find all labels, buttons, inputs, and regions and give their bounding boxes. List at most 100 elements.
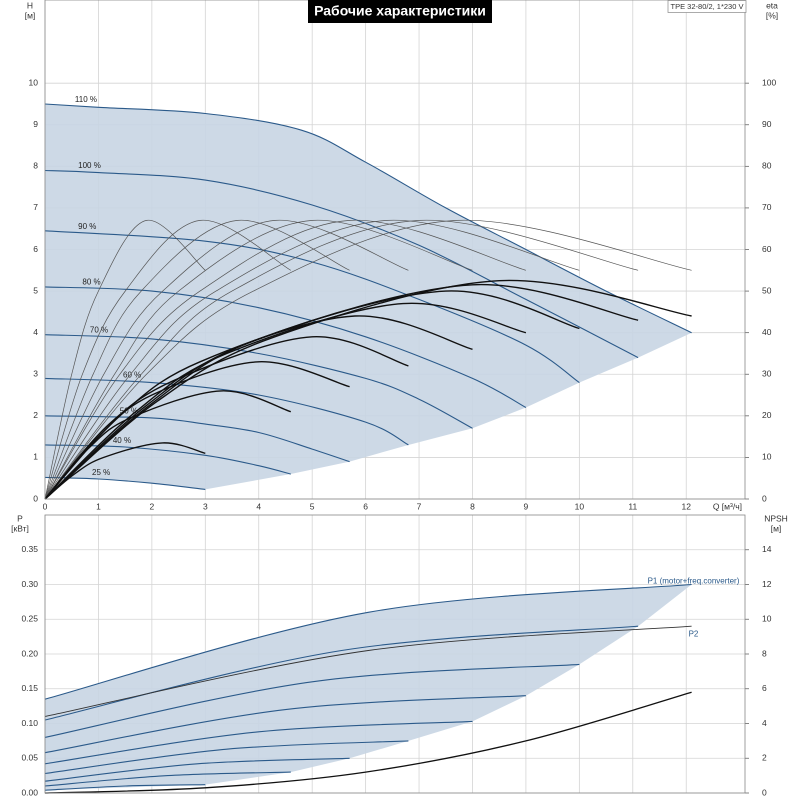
y2-tick-label: 40: [762, 327, 772, 337]
model-label: TPE 32-80/2, 1*230 V: [671, 2, 744, 11]
curve: [44, 740, 409, 775]
x-tick-label: 10: [575, 501, 585, 511]
y-axis-unit: [м]: [25, 10, 36, 20]
efficiency-curve: [44, 390, 292, 500]
speed-label: 90 %: [78, 222, 96, 231]
model-box: [667, 0, 747, 13]
y-axis-unit: [кВт]: [11, 523, 29, 533]
y2-tick-label: 8: [762, 648, 767, 658]
x-tick-label: 9: [524, 501, 529, 511]
y-tick-label: 0.10: [21, 718, 38, 728]
speed-label: 110 %: [75, 95, 97, 104]
x-tick-label: 3: [203, 501, 208, 511]
x-tick-label: 12: [681, 501, 691, 511]
curve: [44, 286, 527, 408]
y2-tick-label: 4: [762, 718, 767, 728]
y-axis-label: P: [17, 513, 23, 523]
x-tick-label: 6: [363, 501, 368, 511]
curve: [44, 169, 639, 359]
x-tick-label: 5: [310, 501, 315, 511]
plot-frame: [44, 0, 746, 500]
curve: [44, 334, 473, 429]
y-tick-label: 0.05: [21, 753, 38, 763]
y2-tick-label: 14: [762, 544, 772, 554]
y2-tick-label: 60: [762, 244, 772, 254]
series-label: P2: [689, 629, 699, 638]
y-tick-label: 4: [33, 327, 38, 337]
curve: [44, 757, 350, 782]
x-tick-label: 1: [96, 501, 101, 511]
y-tick-label: 0.00: [21, 787, 38, 797]
y2-tick-label: 6: [762, 683, 767, 693]
y2-tick-label: 2: [762, 753, 767, 763]
y2-axis-label: eta: [766, 0, 778, 10]
y2-tick-label: 90: [762, 119, 772, 129]
y2-tick-label: 0: [762, 787, 767, 797]
x-tick-label: 0: [43, 501, 48, 511]
y2-axis-label: NPSH: [764, 513, 788, 523]
x-tick-label: 7: [417, 501, 422, 511]
x-tick-label: 11: [628, 501, 637, 511]
curve: [44, 230, 580, 384]
curve: [44, 625, 639, 721]
curve: [44, 415, 350, 463]
efficiency-curve: [44, 219, 639, 500]
y-tick-label: 1: [33, 452, 38, 462]
x-tick-label: 4: [256, 501, 261, 511]
x-tick-label: 8: [470, 501, 475, 511]
plot-frame: [44, 514, 746, 794]
speed-label: 60 %: [123, 371, 141, 380]
y-tick-label: 6: [33, 244, 38, 254]
y-tick-label: 7: [33, 202, 38, 212]
y2-tick-label: 10: [762, 614, 772, 624]
y2-tick-label: 12: [762, 579, 772, 589]
y-tick-label: 5: [33, 285, 38, 295]
efficiency-curve: [44, 691, 692, 794]
y2-tick-label: 30: [762, 369, 772, 379]
efficiency-curve: [44, 336, 409, 500]
x-axis-label: Q [м³/ч]: [713, 501, 742, 511]
y2-tick-label: 50: [762, 285, 772, 295]
speed-label: 100 %: [78, 161, 101, 170]
y-tick-label: 3: [33, 369, 38, 379]
title-box: [308, 0, 492, 23]
chart-title: Рабочие характеристики: [314, 3, 486, 19]
curve: [44, 695, 526, 754]
y-tick-label: 0.35: [21, 544, 38, 554]
y-tick-label: 0.25: [21, 614, 38, 624]
y2-tick-label: 10: [762, 452, 772, 462]
series-label: P1 (motor+freq.converter): [648, 577, 740, 586]
curve: [44, 771, 291, 787]
efficiency-curve: [44, 220, 526, 500]
speed-label: 50 %: [120, 406, 138, 415]
efficiency-curve: [44, 442, 206, 500]
y2-tick-label: 0: [762, 493, 767, 503]
efficiency-curve: [44, 302, 527, 500]
y-tick-label: 8: [33, 161, 38, 171]
efficiency-curve: [44, 220, 350, 500]
curve: [44, 720, 473, 765]
y-axis-label: H: [27, 0, 33, 10]
curve: [44, 583, 692, 700]
x-tick-label: 2: [150, 501, 155, 511]
y-tick-label: 0.20: [21, 648, 38, 658]
speed-label: 25 %: [92, 468, 110, 477]
speed-label: 40 %: [113, 436, 131, 445]
y-tick-label: 10: [29, 77, 39, 87]
y2-tick-label: 80: [762, 161, 772, 171]
efficiency-curve: [44, 220, 409, 500]
y-tick-label: 0: [33, 493, 38, 503]
efficiency-curve: [44, 219, 692, 500]
y2-tick-label: 20: [762, 410, 772, 420]
y-tick-label: 0.30: [21, 579, 38, 589]
y-tick-label: 0.15: [21, 683, 38, 693]
curve: [44, 663, 580, 738]
curve: [44, 103, 692, 334]
efficiency-curve: [44, 279, 692, 500]
efficiency-curve: [44, 220, 206, 500]
efficiency-curve: [44, 220, 291, 500]
curve: [44, 444, 291, 475]
speed-label: 70 %: [90, 326, 108, 335]
y2-tick-label: 100: [762, 77, 776, 87]
